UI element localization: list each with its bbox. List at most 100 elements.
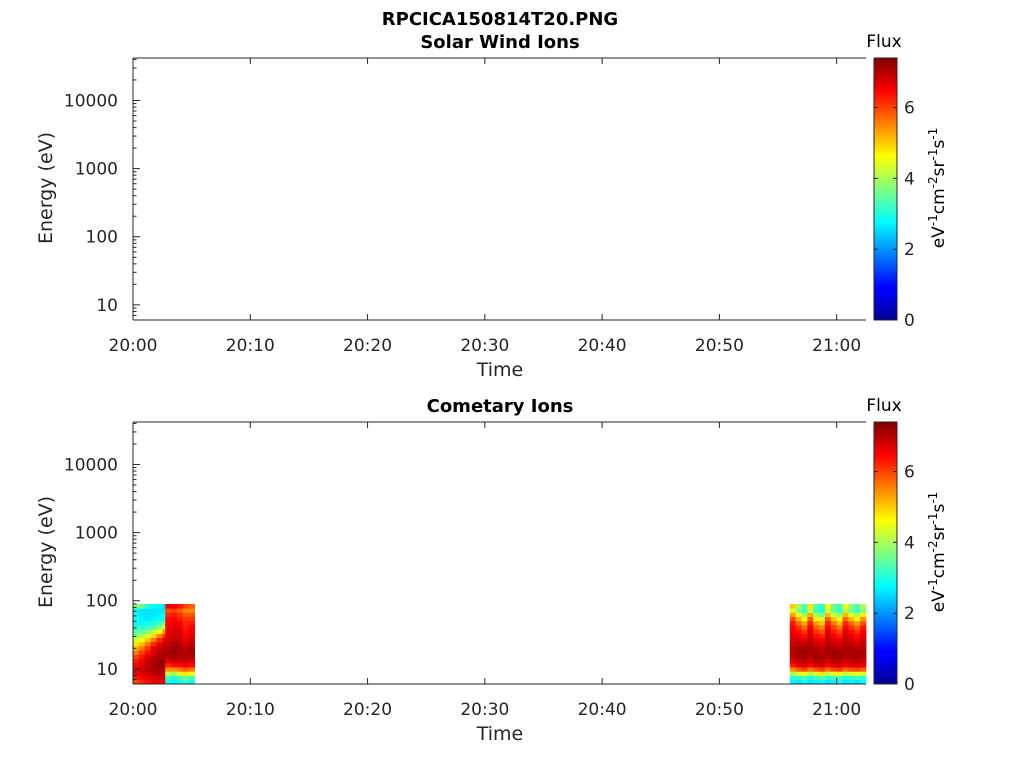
heatmap-cell (824, 667, 832, 672)
heatmap-cell (182, 650, 190, 655)
heatmap-cell (795, 625, 802, 630)
heatmap-cell (165, 629, 172, 634)
heatmap-cell (156, 658, 163, 664)
heatmap-cell (813, 654, 820, 659)
heatmap-cell (795, 608, 802, 613)
heatmap-cell (156, 633, 163, 638)
heatmap-cell (801, 616, 808, 622)
heatmap-cell (824, 629, 832, 634)
heatmap-cell (182, 671, 190, 676)
y-tick-label: 10 (96, 660, 118, 680)
heatmap-cell (133, 671, 140, 676)
heatmap-cell (176, 671, 184, 676)
heatmap-cell (188, 612, 195, 618)
y-tick-label: 100 (86, 228, 118, 248)
heatmap-cell (801, 604, 808, 609)
heatmap-cell (836, 679, 843, 685)
heatmap-cell (813, 667, 820, 672)
heatmap-cell (156, 675, 163, 680)
heatmap-cell (144, 671, 151, 676)
heatmap-cell (824, 671, 832, 676)
heatmap-cell (836, 641, 843, 647)
heatmap-cell (171, 604, 178, 609)
heatmap-cell (854, 616, 861, 622)
heatmap-cell (813, 675, 820, 680)
x-tick-label: 20:40 (578, 336, 627, 356)
colorbar-tick-label: 0 (904, 311, 915, 331)
heatmap-cell (842, 604, 849, 609)
heatmap-cell (824, 616, 832, 622)
heatmap-cell (830, 620, 838, 626)
heatmap-cell (150, 604, 157, 609)
heatmap-cell (171, 620, 178, 626)
heatmap-cell (150, 629, 157, 634)
y-tick-label: 1000 (75, 160, 118, 180)
colorbar: 0 2 4 6 (873, 421, 915, 695)
heatmap-cell (819, 645, 826, 651)
heatmap-cell (836, 662, 843, 668)
heatmap-cell (842, 667, 849, 672)
heatmap-cell (176, 675, 184, 680)
heatmap-cell (830, 629, 838, 634)
x-tick-label: 20:20 (343, 336, 392, 356)
heatmap-cell (807, 629, 814, 634)
heatmap-cell (813, 620, 820, 626)
heatmap-cell (165, 675, 172, 680)
heatmap-cell (801, 629, 808, 634)
heatmap-cell (182, 633, 190, 638)
heatmap-cell (182, 612, 190, 618)
heatmap-cell (138, 679, 146, 685)
heatmap-cell (138, 608, 146, 613)
colorbar-gradient (873, 57, 898, 321)
heatmap-cell (860, 654, 867, 659)
heatmap-cell (842, 675, 849, 680)
heatmap-cell (144, 620, 151, 626)
heatmap-cell (176, 616, 184, 622)
heatmap-cell (182, 625, 190, 630)
heatmap-cell (813, 645, 820, 651)
heatmap-cell (801, 633, 808, 638)
heatmap-cell (144, 616, 151, 622)
heatmap-cell (133, 608, 140, 613)
heatmap-cell (807, 608, 814, 613)
heatmap-cell (150, 633, 157, 638)
heatmap-cell (842, 645, 849, 651)
heatmap-cell (830, 650, 838, 655)
heatmap-cell (795, 645, 802, 651)
heatmap-cell (819, 679, 826, 685)
heatmap-cell (819, 667, 826, 672)
heatmap-cell (848, 658, 855, 664)
heatmap-cell (165, 608, 172, 613)
heatmap-cell (182, 662, 190, 668)
heatmap-cell (165, 616, 172, 622)
heatmap-cell (854, 671, 861, 676)
heatmap-cell (144, 641, 151, 647)
heatmap-cell (807, 645, 814, 651)
heatmap-cell (848, 637, 855, 643)
x-tick-label: 21:00 (812, 700, 861, 720)
heatmap-cell (848, 625, 855, 630)
colorbar-title: Flux (866, 32, 901, 52)
heatmap-cell (819, 641, 826, 647)
heatmap-cell (854, 604, 861, 609)
heatmap-cell (854, 612, 861, 618)
colorbar-tick-label: 6 (904, 463, 915, 483)
heatmap-cell (819, 616, 826, 622)
heatmap-cell (860, 658, 867, 664)
heatmap-cell (165, 641, 172, 647)
x-tick-label: 20:50 (695, 336, 744, 356)
heatmap-cell (801, 654, 808, 659)
heatmap-cell (133, 625, 140, 630)
heatmap-cell (860, 671, 867, 676)
heatmap-cell (133, 637, 140, 643)
heatmap-cell (138, 654, 146, 659)
heatmap-cell (824, 604, 832, 609)
x-tick-label: 20:30 (460, 336, 509, 356)
heatmap-cell (836, 629, 843, 634)
heatmap-cell (836, 608, 843, 613)
heatmap-cell (801, 608, 808, 613)
heatmap-cell (860, 633, 867, 638)
heatmap-cell (842, 616, 849, 622)
heatmap-cell (176, 679, 184, 685)
heatmap-cell (848, 620, 855, 626)
